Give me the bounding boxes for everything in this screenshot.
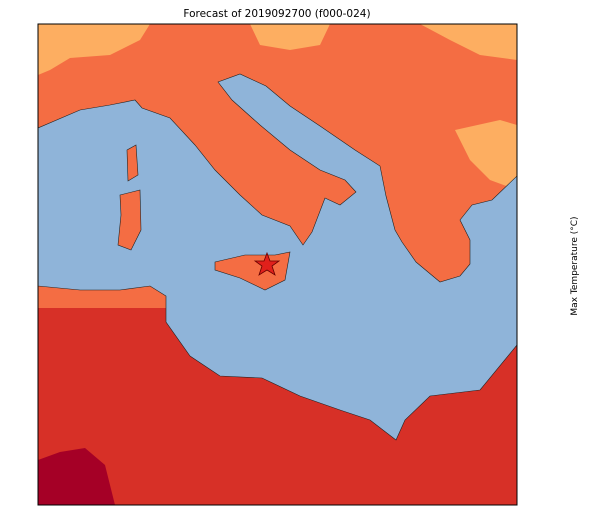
- star-marker: [253, 251, 281, 276]
- title: Forecast of 2019092700 (f000-024): [183, 8, 370, 20]
- corsica: [126, 144, 139, 182]
- map-frame: [37, 23, 518, 506]
- sardinia: [117, 189, 142, 251]
- map-area: [38, 24, 517, 505]
- hot-area: [38, 448, 115, 505]
- colorbar-label: Max Temperature (°C): [570, 216, 580, 315]
- cool-land: [38, 24, 517, 190]
